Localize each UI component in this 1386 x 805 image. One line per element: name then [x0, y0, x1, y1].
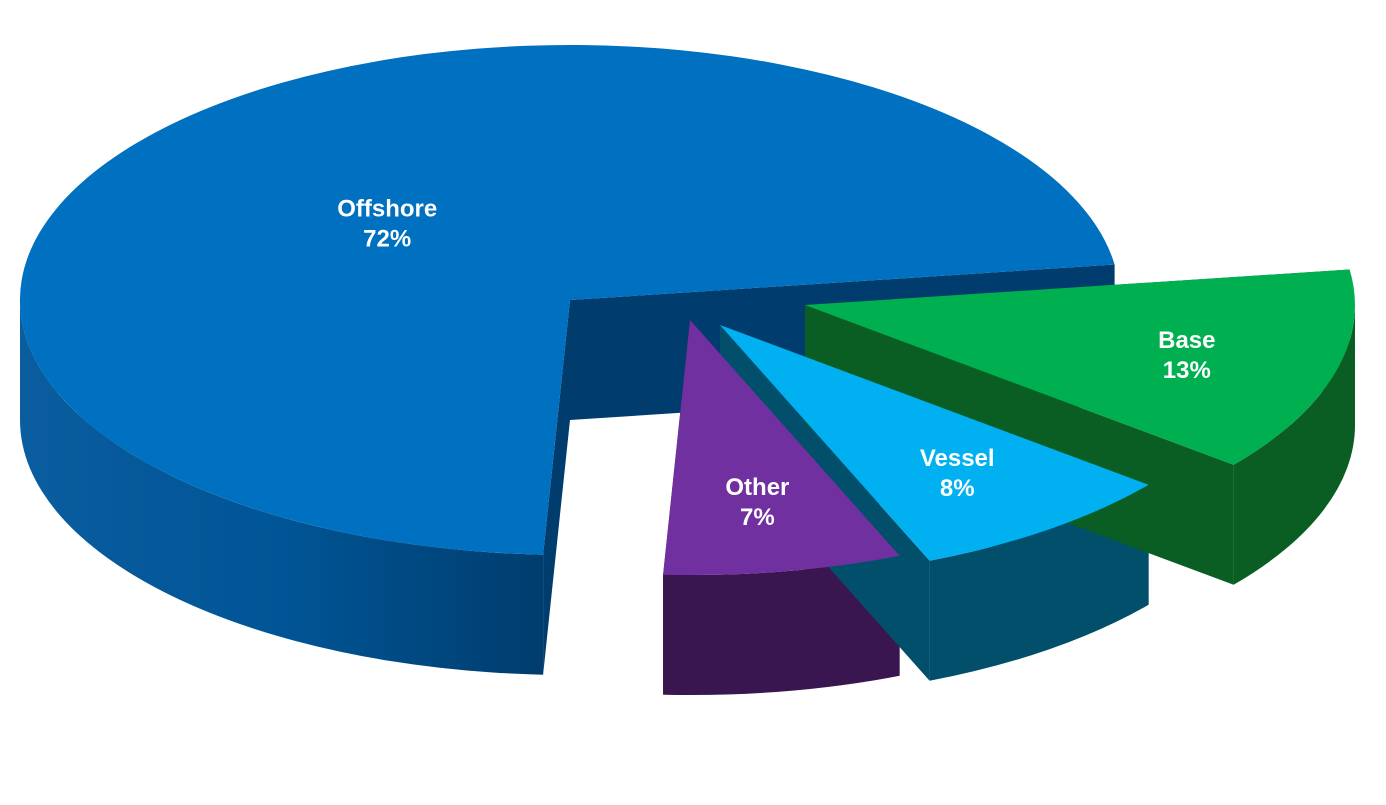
other-slice-side: [663, 555, 900, 696]
base-slice-side: [1233, 305, 1355, 585]
slice-tops: [19, 45, 1355, 576]
offshore-label: Offshore: [337, 196, 437, 223]
other-value-label: 7%: [740, 504, 775, 531]
vessel-label: Vessel: [920, 445, 995, 472]
offshore-value-label: 72%: [363, 226, 411, 253]
offshore-slice: [19, 45, 1115, 555]
vessel-value-label: 8%: [940, 475, 975, 502]
other-slice: [663, 320, 900, 576]
base-label: Base: [1158, 327, 1215, 354]
vessel-slice: [720, 325, 1149, 561]
slice-labels: Offshore 72% Other 7% Vessel 8% Base 13%: [337, 196, 1215, 531]
offshore-slice-side: [19, 300, 544, 675]
offshore-slice-wall-0: [543, 300, 570, 675]
vessel-slice-side: [929, 484, 1149, 681]
other-label: Other: [725, 474, 789, 501]
base-slice: [805, 269, 1355, 465]
base-value-label: 13%: [1163, 357, 1211, 384]
